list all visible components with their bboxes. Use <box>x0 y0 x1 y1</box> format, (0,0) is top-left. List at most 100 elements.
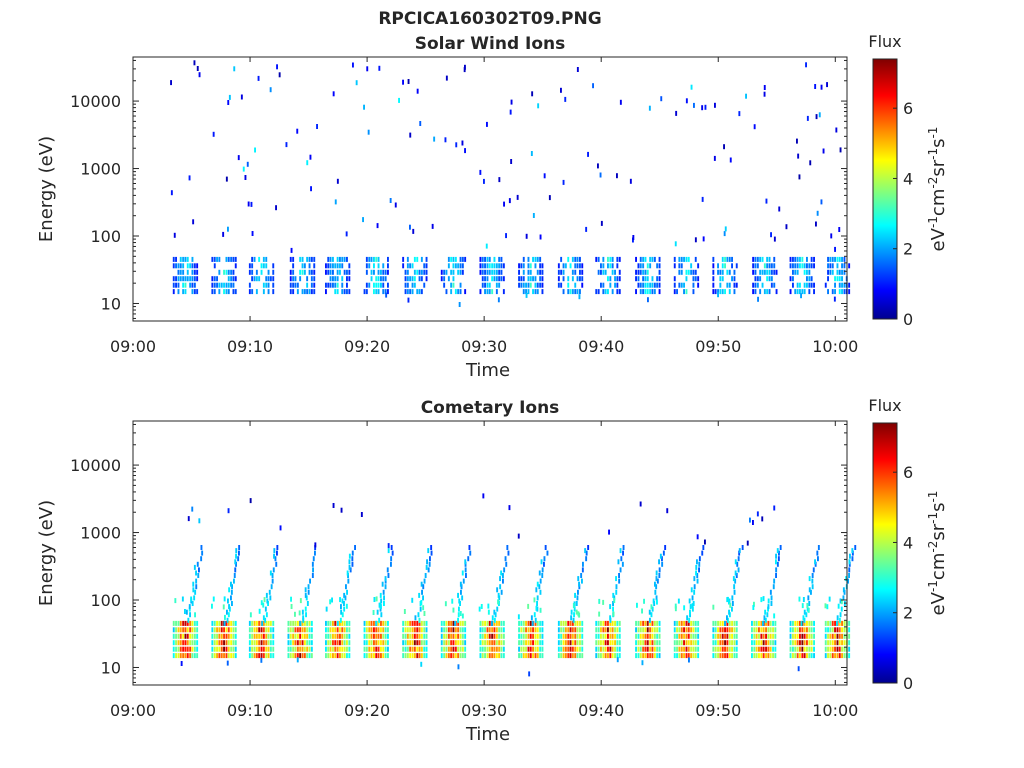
heatmap-cell <box>827 653 829 659</box>
heatmap-cell <box>632 235 635 240</box>
heatmap-cell <box>692 269 695 275</box>
heatmap-cell <box>539 282 542 288</box>
heatmap-cell <box>534 633 537 639</box>
heatmap-cell <box>445 633 448 639</box>
heatmap-cell <box>760 633 763 639</box>
heatmap-cell <box>363 104 365 110</box>
heatmap-cell <box>309 578 311 584</box>
heatmap-cell <box>211 282 214 288</box>
heatmap-cell <box>806 115 809 121</box>
heatmap-cell <box>486 289 489 295</box>
heatmap-cell <box>303 620 306 626</box>
heatmap-cell <box>676 640 678 646</box>
heatmap-cell <box>272 263 275 269</box>
heatmap-cell <box>756 256 759 262</box>
heatmap-cell <box>724 620 726 626</box>
heatmap-cell <box>778 206 781 212</box>
heatmap-cell <box>727 617 729 623</box>
heatmap-cell <box>194 589 197 595</box>
heatmap-cell <box>177 640 180 646</box>
heatmap-cell <box>609 604 612 610</box>
heatmap-cell <box>269 633 272 639</box>
heatmap-cell <box>692 620 695 626</box>
heatmap-cell <box>607 633 609 639</box>
heatmap-cell <box>597 627 600 633</box>
heatmap-cell <box>234 276 237 282</box>
heatmap-cell <box>244 175 247 180</box>
heatmap-cell <box>225 282 228 288</box>
heatmap-cell <box>618 573 620 578</box>
heatmap-cell <box>325 606 328 612</box>
heatmap-cell <box>450 282 453 288</box>
heatmap-cell <box>675 110 678 116</box>
heatmap-cell <box>525 233 528 239</box>
heatmap-cell <box>502 646 505 652</box>
heatmap-cell <box>193 289 196 295</box>
heatmap-cell <box>543 173 546 179</box>
heatmap-cell <box>484 269 486 275</box>
heatmap-cell <box>848 289 851 295</box>
heatmap-cell <box>799 282 801 288</box>
heatmap-cell <box>653 627 656 633</box>
heatmap-cell <box>529 620 532 626</box>
heatmap-cell <box>254 147 256 153</box>
heatmap-cell <box>212 131 215 137</box>
heatmap-cell <box>310 282 313 288</box>
heatmap-cell <box>345 584 347 590</box>
heatmap-cell <box>234 627 237 633</box>
heatmap-cell <box>692 633 695 639</box>
heatmap-cell <box>803 269 806 275</box>
heatmap-cell <box>267 282 270 288</box>
heatmap-cell <box>423 611 426 616</box>
heatmap-cell <box>211 603 213 609</box>
heatmap-cell <box>493 646 496 652</box>
heatmap-cell <box>609 633 612 639</box>
heatmap-cell <box>678 633 681 639</box>
heatmap-cell <box>687 640 690 646</box>
heatmap-cell <box>564 653 567 659</box>
heatmap-cell <box>253 640 256 646</box>
heatmap-cell <box>194 612 196 618</box>
heatmap-cell <box>262 633 265 639</box>
heatmap-cell <box>800 293 802 299</box>
heatmap-cell <box>495 646 498 652</box>
heatmap-cell <box>536 633 539 639</box>
heatmap-cell <box>557 269 560 275</box>
heatmap-cell <box>223 289 225 295</box>
heatmap-cell <box>692 276 695 282</box>
heatmap-cell <box>351 556 354 562</box>
heatmap-cell <box>799 653 801 659</box>
heatmap-cell <box>827 276 829 282</box>
heatmap-cell <box>719 653 722 659</box>
heatmap-cell <box>577 576 580 582</box>
heatmap-cell <box>642 276 645 282</box>
heatmap-cell <box>569 640 572 646</box>
heatmap-cell <box>222 231 225 237</box>
heatmap-cell <box>562 646 565 652</box>
heatmap-cell <box>382 627 385 633</box>
heatmap-cell <box>332 256 334 262</box>
heatmap-cell <box>213 276 216 282</box>
heatmap-cell <box>806 603 809 608</box>
heatmap-cell <box>527 627 530 633</box>
heatmap-cell <box>403 609 406 614</box>
heatmap-cell <box>412 228 415 234</box>
heatmap-cell <box>503 567 506 573</box>
heatmap-cell <box>484 640 486 646</box>
heatmap-cell <box>822 148 825 154</box>
heatmap-cell <box>848 646 851 652</box>
heatmap-cell <box>296 640 299 646</box>
heatmap-cell <box>190 596 193 602</box>
heatmap-cell <box>527 640 530 646</box>
heatmap-cell <box>773 236 776 242</box>
heatmap-cell <box>775 573 777 578</box>
heatmap-cell <box>496 606 499 612</box>
heatmap-cell <box>227 612 230 618</box>
heatmap-cell <box>843 256 846 262</box>
heatmap-cell <box>719 282 722 288</box>
heatmap-cell <box>824 282 827 288</box>
heatmap-cell <box>829 653 832 659</box>
heatmap-cell <box>656 627 659 633</box>
heatmap-cell <box>191 633 194 639</box>
heatmap-cell <box>607 276 609 282</box>
